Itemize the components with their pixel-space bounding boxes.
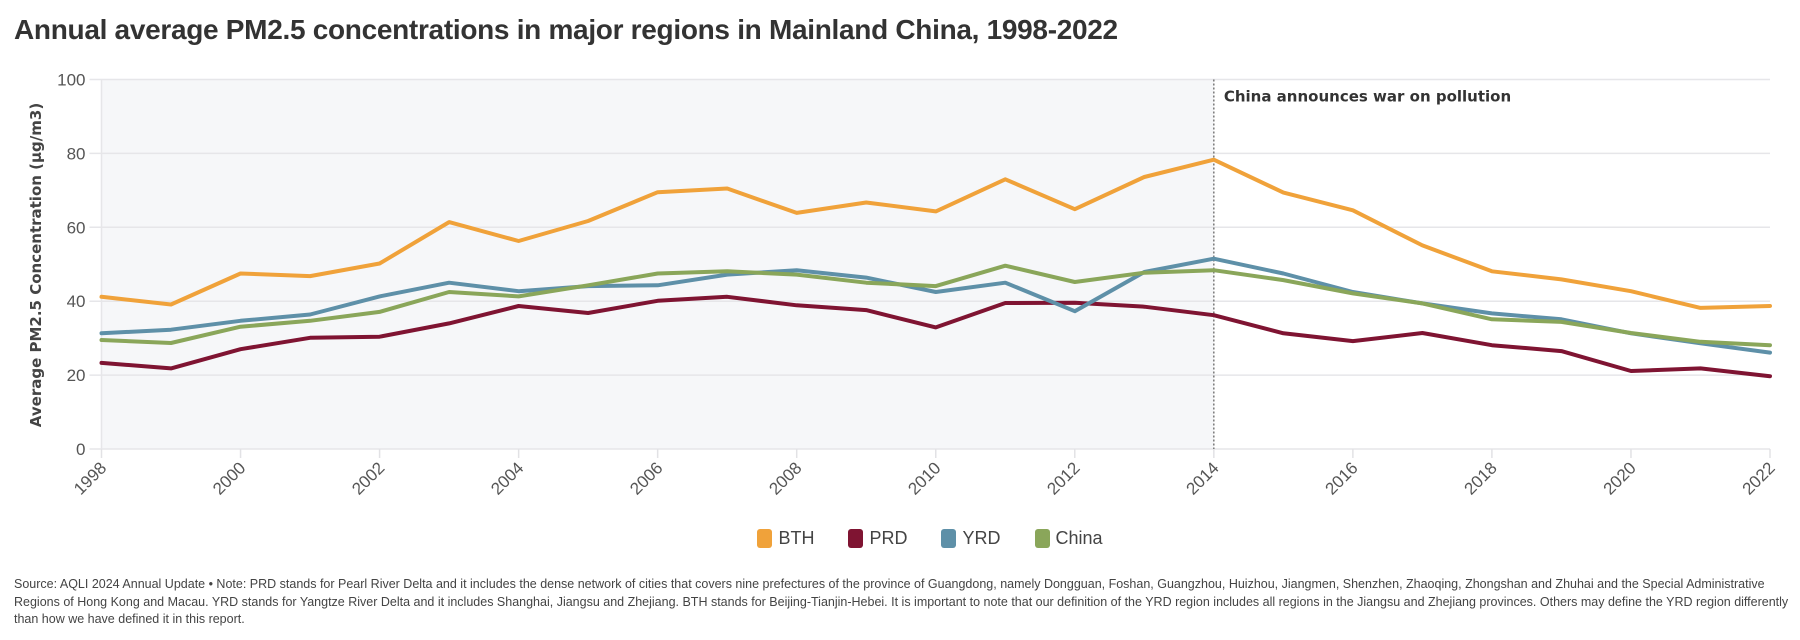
pre-2014-shaded-region [101, 79, 1214, 449]
legend-swatch-yrd [941, 529, 957, 548]
x-tick-label: 2014 [1182, 458, 1222, 498]
x-tick-label: 2008 [765, 458, 805, 498]
x-tick-label: 2000 [209, 458, 249, 498]
y-tick-label: 60 [67, 218, 86, 237]
legend-item-china[interactable]: China [1034, 528, 1103, 549]
source-footnote: Source: AQLI 2024 Annual Update • Note: … [14, 577, 1789, 626]
x-tick-label: 2020 [1600, 458, 1640, 498]
series-line-china[interactable] [99, 263, 1772, 348]
annotation-label: China announces war on pollution [1224, 88, 1511, 106]
y-tick-label: 100 [57, 71, 85, 90]
legend-item-prd[interactable]: PRD [848, 528, 907, 549]
legend-label-bth: BTH [778, 528, 815, 548]
x-tick-label: 2004 [487, 458, 527, 498]
series-line-prd[interactable] [99, 294, 1772, 379]
legend-swatch-prd [848, 529, 864, 548]
x-tick-label: 2006 [626, 458, 666, 498]
x-tick-label: 1998 [70, 458, 110, 498]
chart-title: Annual average PM2.5 concentrations in m… [14, 14, 1118, 45]
legend-item-bth[interactable]: BTH [757, 528, 814, 549]
y-axis-title: Average PM2.5 Concentration (µg/m3) [27, 103, 45, 427]
x-tick-label: 2012 [1043, 458, 1083, 498]
series-lines [99, 157, 1772, 379]
y-tick-label: 80 [67, 144, 86, 163]
legend-item-yrd[interactable]: YRD [941, 528, 1001, 549]
legend-swatch-bth [757, 529, 773, 548]
legend-label-yrd: YRD [962, 528, 1001, 548]
legend-label-prd: PRD [869, 528, 908, 548]
x-tick-label: 2010 [904, 458, 944, 498]
y-tick-label: 0 [76, 440, 85, 459]
series-line-bth[interactable] [99, 157, 1772, 310]
series-line-yrd[interactable] [99, 256, 1772, 355]
y-axis-ticks: 0 20 40 60 80 100 [57, 71, 85, 460]
legend: BTH PRD YRD China [0, 528, 1800, 549]
x-tick-label: 2016 [1322, 458, 1362, 498]
legend-label-china: China [1055, 528, 1103, 548]
line-chart: 0 20 40 60 80 100 1998 2000 2002 2004 2006 2008 201… [27, 71, 1779, 499]
x-tick-label: 2002 [348, 458, 388, 498]
gridlines [89, 78, 1770, 450]
y-tick-label: 20 [67, 366, 86, 385]
y-tick-label: 40 [67, 292, 86, 311]
x-axis-ticks: 1998 2000 2002 2004 2006 2008 2010 2012 2014 2016… [70, 449, 1779, 499]
x-tick-label: 2022 [1739, 458, 1779, 498]
x-tick-label: 2018 [1461, 458, 1501, 498]
legend-swatch-china [1034, 529, 1050, 548]
